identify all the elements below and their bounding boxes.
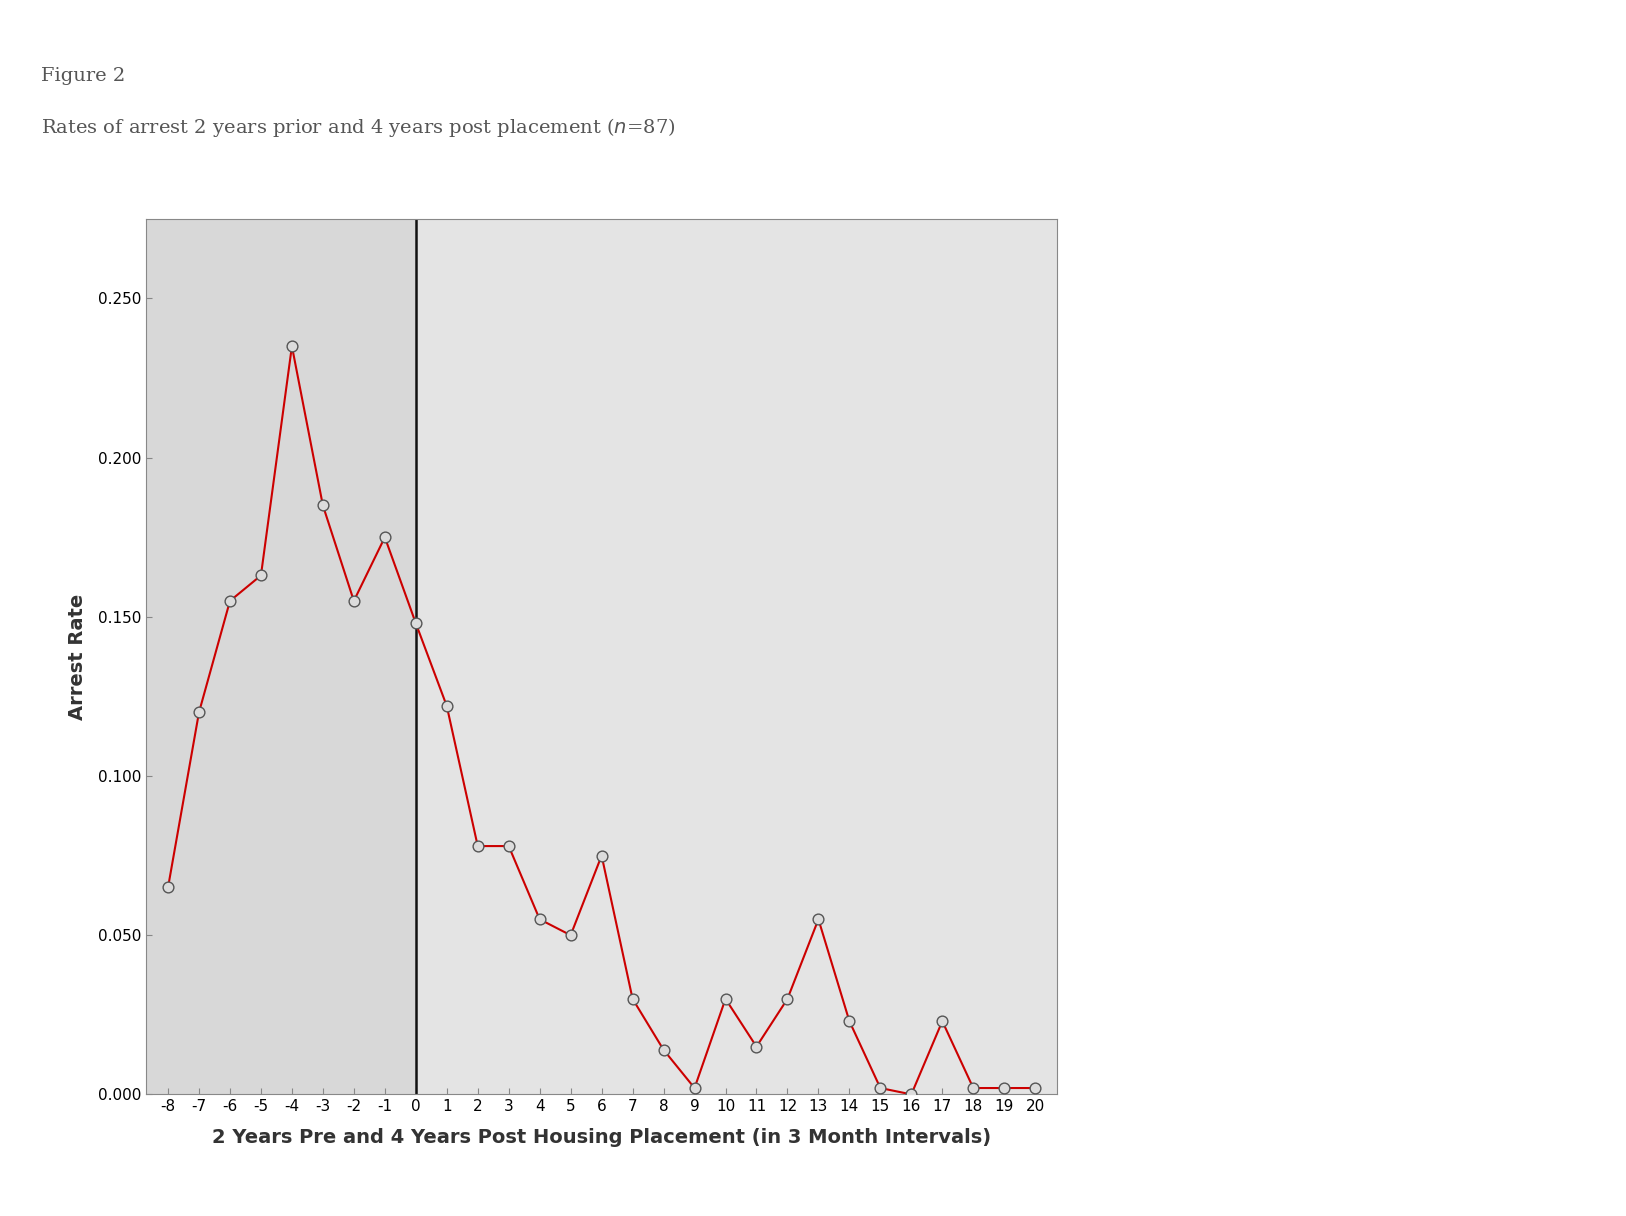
Text: Rates of arrest 2 years prior and 4 years post placement ($\it{n}$=87): Rates of arrest 2 years prior and 4 year… xyxy=(41,116,675,139)
Point xyxy=(620,989,646,1008)
Point xyxy=(496,837,522,856)
Point xyxy=(930,1012,956,1031)
Point xyxy=(743,1037,769,1057)
Point xyxy=(247,565,273,585)
Point xyxy=(589,846,615,866)
Point xyxy=(216,591,242,610)
Point xyxy=(992,1079,1018,1098)
Point xyxy=(465,837,491,856)
Point xyxy=(1023,1079,1049,1098)
Point xyxy=(650,1040,676,1059)
Point xyxy=(434,697,460,716)
Point xyxy=(712,989,738,1008)
Point xyxy=(154,878,180,897)
Point xyxy=(372,528,398,547)
Point xyxy=(341,591,367,610)
Bar xyxy=(146,219,416,1094)
Point xyxy=(836,1012,862,1031)
Point xyxy=(558,925,584,945)
Point xyxy=(311,496,337,516)
Y-axis label: Arrest Rate: Arrest Rate xyxy=(68,593,88,720)
Point xyxy=(774,989,800,1008)
Point xyxy=(403,614,429,634)
X-axis label: 2 Years Pre and 4 Years Post Housing Placement (in 3 Month Intervals): 2 Years Pre and 4 Years Post Housing Pla… xyxy=(211,1128,992,1147)
Point xyxy=(280,337,306,356)
Point xyxy=(961,1079,987,1098)
Point xyxy=(898,1085,924,1104)
Bar xyxy=(416,219,1057,1094)
Text: Figure 2: Figure 2 xyxy=(41,67,125,85)
Point xyxy=(681,1079,707,1098)
Point xyxy=(185,703,211,722)
Point xyxy=(805,910,831,929)
Point xyxy=(867,1079,893,1098)
Point xyxy=(527,910,553,929)
